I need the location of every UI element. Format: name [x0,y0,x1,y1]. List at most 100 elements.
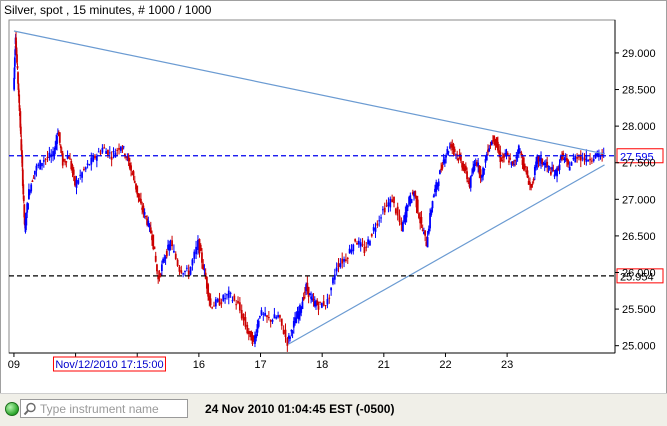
candle-body [461,162,464,168]
candle-body [300,307,303,313]
candle-body [394,208,397,214]
candle-body [311,298,314,301]
y-tick-label: 27.500 [622,158,656,170]
candle-body [231,300,234,302]
cursor-layer: Nov/12/2010 17:15:00 [52,356,166,372]
candle-body [389,198,392,208]
candle-body [468,180,471,187]
candle-body [108,152,111,154]
candle-body [310,296,312,299]
x-tick-label: 16 [193,359,205,371]
candle-body [44,158,47,160]
candle-body [337,263,340,268]
candle-body [271,319,274,322]
candle-body [446,149,449,154]
candle-body [359,242,362,247]
candle-body [402,222,404,232]
candle-body [58,132,61,143]
candle-body [277,315,279,318]
candle-body [598,152,600,158]
candle-body [427,228,430,234]
candle-body [247,331,250,335]
candle-body [33,170,36,175]
candle-body [556,167,558,177]
candle-body [411,192,414,195]
candle-body [459,155,462,161]
candle-body [535,161,537,168]
candle-body [302,296,305,300]
candle-body [152,234,155,250]
candle-body [252,335,255,340]
candle-body [209,298,212,306]
trendline-1[interactable] [13,30,605,155]
candle-body [184,270,186,272]
candle-body [333,274,336,280]
candle-body [213,305,215,307]
candle-body [424,230,427,236]
candle-body [420,216,423,224]
candle-body [564,158,567,160]
candle-body [301,301,304,309]
candle-body [480,175,483,178]
candle-body [164,257,167,259]
candle-body [292,320,295,328]
candle-body [125,156,128,158]
candle-body [246,324,249,334]
candle-body [57,132,60,137]
candle-body [29,191,31,193]
x-tick-label: 23 [501,359,513,371]
y-axis: 25.000 25.500 26.000 26.500 27.000 27.500 28.0… [615,48,656,353]
candle-body [224,298,226,300]
candle-body [414,191,417,197]
instrument-search-box[interactable] [20,399,190,418]
candle-body [546,161,549,166]
candle-body [370,234,373,237]
candle-body [233,295,236,301]
candle-body [59,145,62,149]
candle-body [416,199,419,213]
y-tick-label: 25.500 [622,304,656,316]
candle-body [101,147,104,153]
candle-body [296,311,299,319]
candle-body [174,253,177,260]
candle-body [30,184,33,192]
candle-body [378,220,381,222]
candle-body [60,151,63,153]
candle-body [541,158,544,165]
candle-body [256,324,259,333]
trendline-2[interactable] [287,164,605,345]
candle-body [542,163,545,165]
candle-body [489,144,492,146]
candle-body [396,206,399,216]
candle-body [426,236,429,248]
candle-body [400,222,403,225]
candle-body [553,174,556,177]
candle-body [260,310,263,315]
candle-body [295,317,298,324]
candle-body [280,318,283,326]
instrument-name-input[interactable] [38,400,190,417]
candle-body [126,156,129,158]
candle-body [242,313,245,321]
candle-body [431,201,434,209]
candle-body [440,168,443,171]
candle-body [41,162,43,167]
candle-body [505,153,508,156]
candle-body [320,303,323,308]
candle-body [235,304,238,306]
candle-body [168,244,171,251]
candle-body [132,171,135,176]
candle-body [437,181,440,187]
candle-body [64,161,66,163]
candle-body [189,266,192,275]
candle-body [294,317,296,321]
candle-body [557,168,560,170]
candle-body [469,176,472,188]
candle-body [14,49,17,56]
candle-body [19,126,22,135]
candle-body [61,153,64,166]
candle-body [393,196,395,204]
candle-body [510,161,513,165]
candle-body [352,244,355,252]
